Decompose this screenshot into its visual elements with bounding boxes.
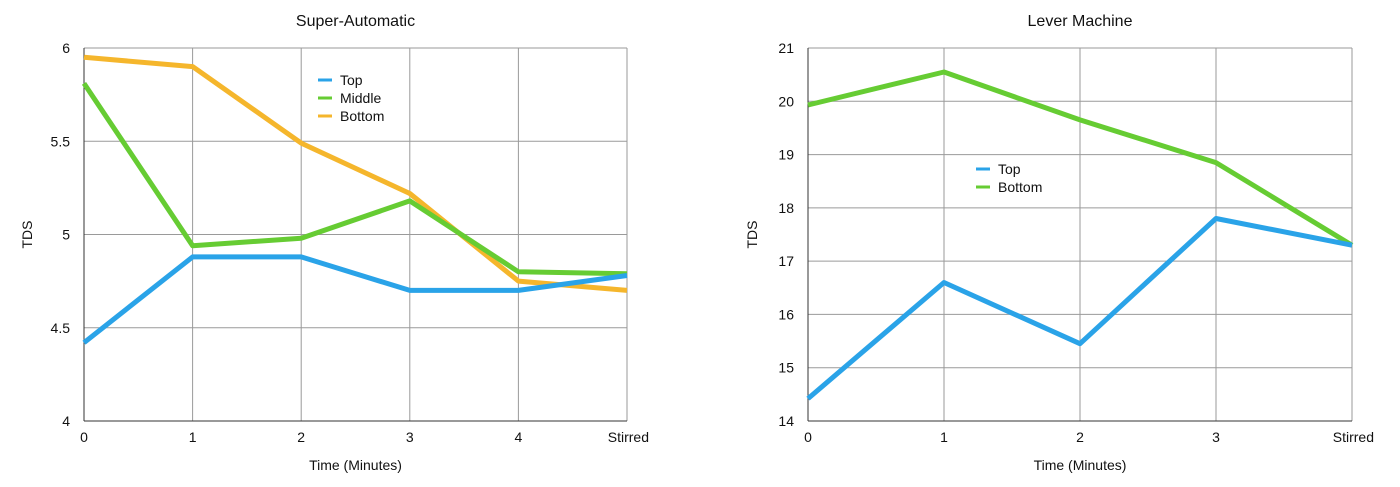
x-tick-label: 4	[515, 429, 523, 445]
x-tick-label: 3	[406, 429, 414, 445]
x-axis-label: Time (Minutes)	[1034, 457, 1127, 473]
x-tick-label: Stirred	[608, 429, 649, 445]
legend-label-bottom: Bottom	[998, 179, 1042, 195]
y-tick-label: 19	[778, 147, 794, 163]
y-tick-label: 20	[778, 93, 794, 109]
x-tick-label: 3	[1212, 429, 1220, 445]
y-tick-label: 4.5	[51, 320, 71, 336]
y-tick-label: 5.5	[51, 133, 71, 149]
x-tick-label: 2	[297, 429, 305, 445]
x-tick-label: 1	[940, 429, 948, 445]
legend-label-middle: Middle	[340, 90, 381, 106]
lever-machine-chart: Lever Machine 14 15 16 17 18 19 20 21 0 1 2 3 Stirred…	[744, 13, 1374, 473]
y-tick-label: 14	[778, 413, 794, 429]
series-line-top	[82, 254, 628, 345]
legend-label-top: Top	[340, 72, 363, 88]
series-line-bottom	[807, 69, 1354, 248]
super-automatic-chart: Super-Automatic 4 4.5 5 5.5 6 0 1 2 3 4 Stirred Time…	[19, 13, 649, 473]
y-axis-label: TDS	[744, 221, 760, 249]
y-tick-label: 15	[778, 360, 794, 376]
chart-title: Super-Automatic	[296, 13, 415, 30]
legend-label-top: Top	[998, 161, 1021, 177]
y-tick-label: 18	[778, 200, 794, 216]
y-tick-label: 5	[62, 227, 70, 243]
y-tick-label: 4	[62, 413, 70, 429]
x-tick-label: 2	[1076, 429, 1084, 445]
y-tick-label: 16	[778, 306, 794, 322]
y-tick-label: 6	[62, 40, 70, 56]
x-tick-label: 0	[80, 429, 88, 445]
y-tick-label: 21	[778, 40, 794, 56]
y-axis-label: TDS	[19, 221, 35, 249]
y-tick-label: 17	[778, 253, 794, 269]
series-line-top	[806, 216, 1353, 401]
series-line-middle	[81, 82, 628, 277]
chart-title: Lever Machine	[1028, 13, 1133, 30]
legend-label-bottom: Bottom	[340, 108, 384, 124]
series-line-bottom	[83, 54, 628, 293]
x-tick-label: Stirred	[1333, 429, 1374, 445]
x-tick-label: 0	[804, 429, 812, 445]
x-tick-label: 1	[189, 429, 197, 445]
x-axis-label: Time (Minutes)	[309, 457, 402, 473]
